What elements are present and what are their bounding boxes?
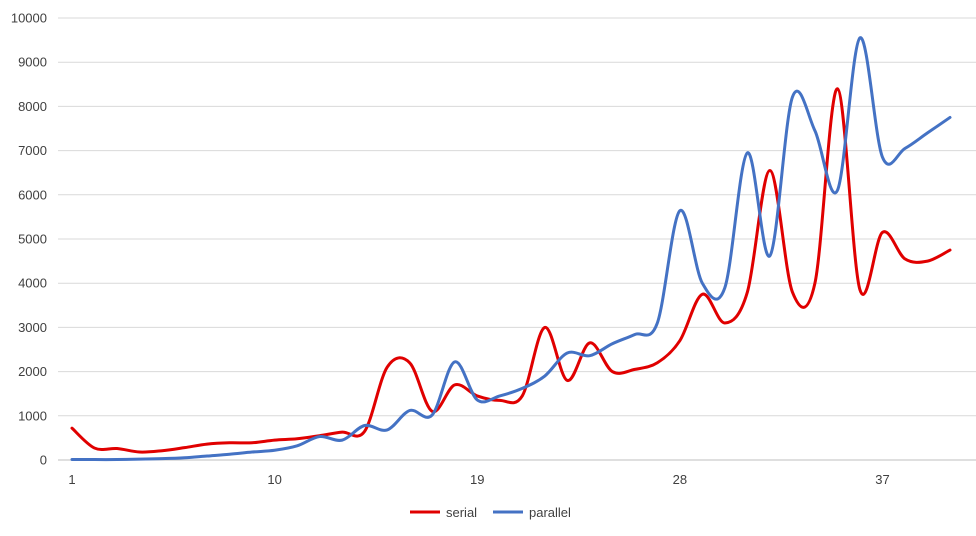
- y-tick-label-8000: 8000: [18, 99, 47, 114]
- x-tick-label-28: 28: [673, 472, 687, 487]
- y-tick-label-1000: 1000: [18, 408, 47, 423]
- legend-label-parallel: parallel: [529, 505, 571, 520]
- y-tick-label-0: 0: [40, 453, 47, 468]
- y-tick-label-5000: 5000: [18, 232, 47, 247]
- y-tick-label-3000: 3000: [18, 320, 47, 335]
- y-tick-label-9000: 9000: [18, 55, 47, 70]
- series-lines: [70, 36, 952, 462]
- gridlines: [58, 17, 976, 417]
- series-line-parallel: [70, 36, 952, 462]
- legend-label-serial: serial: [446, 505, 477, 520]
- legend-item-parallel[interactable]: parallel: [493, 505, 571, 520]
- y-tick-label-7000: 7000: [18, 143, 47, 158]
- series-line-serial: [70, 87, 952, 454]
- y-tick-label-6000: 6000: [18, 187, 47, 202]
- legend: serial parallel: [410, 505, 571, 520]
- y-tick-label-2000: 2000: [18, 364, 47, 379]
- x-tick-label-10: 10: [267, 472, 281, 487]
- x-tick-label-37: 37: [875, 472, 889, 487]
- y-tick-label-10000: 10000: [11, 11, 47, 26]
- x-tick-label-19: 19: [470, 472, 484, 487]
- x-tick-label-1: 1: [68, 472, 75, 487]
- x-axis-ticks: 1 10 19 28 37: [68, 472, 889, 487]
- y-tick-label-4000: 4000: [18, 276, 47, 291]
- y-axis-ticks: 0 1000 2000 3000 4000 5000 6000 7000 8000 9000 100…: [11, 11, 47, 468]
- legend-item-serial[interactable]: serial: [410, 505, 477, 520]
